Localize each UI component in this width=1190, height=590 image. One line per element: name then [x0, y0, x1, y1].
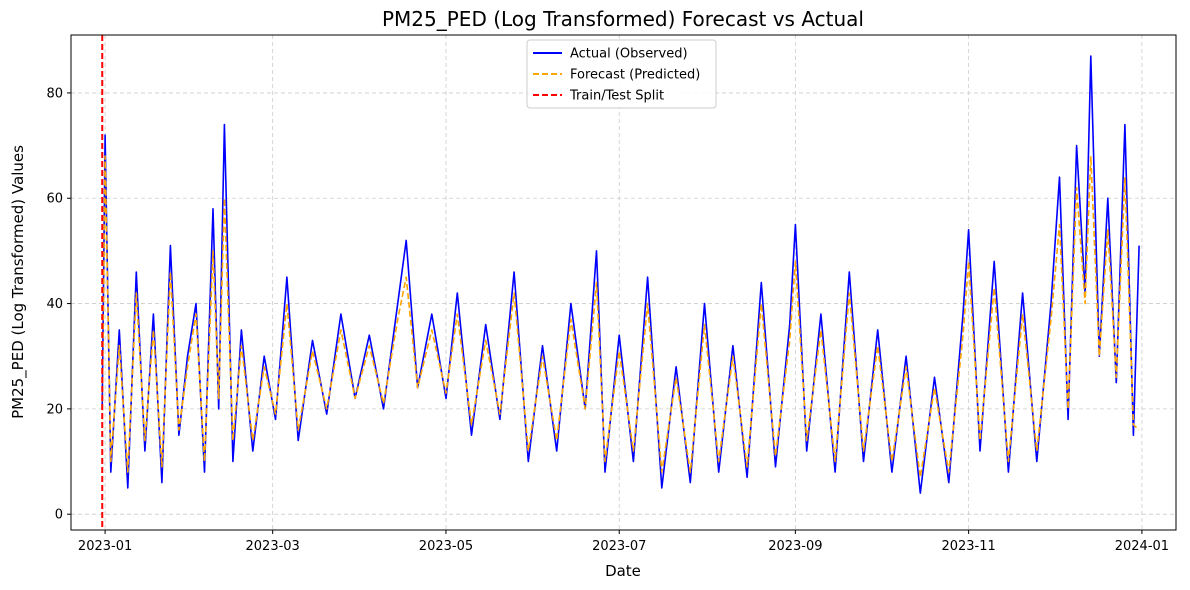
y-tick-label: 20 [46, 402, 63, 417]
y-tick-label: 0 [55, 508, 63, 523]
x-tick-label: 2024-01 [1115, 539, 1169, 554]
x-tick-label: 2023-11 [941, 539, 995, 554]
series-forecast-line [101, 155, 1140, 479]
legend-item-split-label: Train/Test Split [569, 89, 664, 104]
x-tick-label: 2023-01 [78, 539, 132, 554]
x-axis-title: Date [605, 562, 641, 580]
y-axis-title: PM25_PED (Log Transformed) Values [9, 145, 28, 419]
legend-box [526, 39, 717, 109]
legend: Actual (Observed) Forecast (Predicted) Tra… [526, 39, 717, 109]
x-tick-label: 2023-03 [246, 539, 300, 554]
x-tick-label: 2023-09 [768, 539, 822, 554]
y-tick-label: 80 [46, 86, 63, 101]
gridlines [71, 35, 1176, 530]
y-tick-label: 40 [46, 297, 63, 312]
y-tick-label: 60 [46, 192, 63, 207]
series-layer [101, 55, 1140, 494]
x-tick-label: 2023-05 [419, 539, 473, 554]
legend-item-forecast-label: Forecast (Predicted) [570, 68, 700, 83]
series-actual-line [101, 55, 1140, 494]
plot-frame [70, 34, 1177, 531]
ticks: 0 20 40 60 80 2023-01 2023-03 2023-05 2023-07 202… [46, 86, 1169, 554]
chart-title: PM25_PED (Log Transformed) Forecast vs A… [382, 7, 864, 31]
x-tick-label: 2023-07 [592, 539, 646, 554]
legend-item-actual-label: Actual (Observed) [570, 47, 688, 62]
